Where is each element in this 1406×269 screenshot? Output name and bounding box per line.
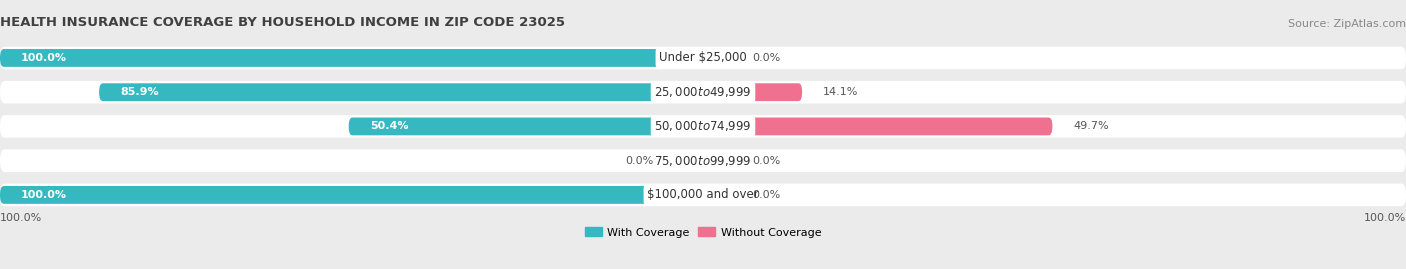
FancyBboxPatch shape [699,152,707,169]
Text: 0.0%: 0.0% [752,156,780,166]
Text: Under $25,000: Under $25,000 [659,51,747,65]
Text: 100.0%: 100.0% [21,53,67,63]
FancyBboxPatch shape [0,47,1406,69]
Text: HEALTH INSURANCE COVERAGE BY HOUSEHOLD INCOME IN ZIP CODE 23025: HEALTH INSURANCE COVERAGE BY HOUSEHOLD I… [0,16,565,29]
FancyBboxPatch shape [703,118,1052,135]
FancyBboxPatch shape [668,152,703,169]
Text: Source: ZipAtlas.com: Source: ZipAtlas.com [1288,19,1406,29]
Text: $75,000 to $99,999: $75,000 to $99,999 [654,154,752,168]
Legend: With Coverage, Without Coverage: With Coverage, Without Coverage [585,227,821,238]
Text: 0.0%: 0.0% [752,53,780,63]
FancyBboxPatch shape [349,118,703,135]
Text: 85.9%: 85.9% [120,87,159,97]
Text: $100,000 and over: $100,000 and over [647,188,759,201]
Text: 49.7%: 49.7% [1074,121,1109,132]
Text: 14.1%: 14.1% [824,87,859,97]
Text: 0.0%: 0.0% [626,156,654,166]
FancyBboxPatch shape [703,83,801,101]
FancyBboxPatch shape [0,149,1406,172]
FancyBboxPatch shape [0,184,1406,206]
FancyBboxPatch shape [703,186,738,204]
Text: 50.4%: 50.4% [370,121,408,132]
FancyBboxPatch shape [0,81,1406,104]
Text: $25,000 to $49,999: $25,000 to $49,999 [654,85,752,99]
FancyBboxPatch shape [98,83,703,101]
FancyBboxPatch shape [0,186,703,204]
Text: $50,000 to $74,999: $50,000 to $74,999 [654,119,752,133]
FancyBboxPatch shape [703,152,738,169]
Text: 100.0%: 100.0% [0,213,42,223]
Text: 0.0%: 0.0% [752,190,780,200]
FancyBboxPatch shape [0,115,1406,138]
Text: 100.0%: 100.0% [21,190,67,200]
Text: 100.0%: 100.0% [1364,213,1406,223]
FancyBboxPatch shape [0,49,703,67]
FancyBboxPatch shape [703,49,738,67]
